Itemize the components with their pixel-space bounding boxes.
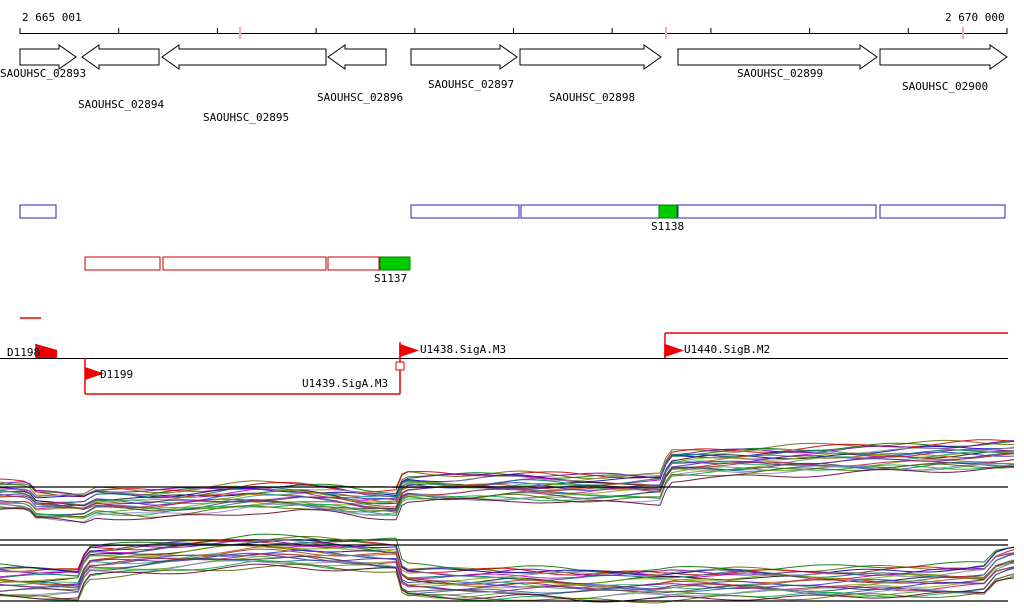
annotation-open-square[interactable] (395, 361, 405, 371)
flag-D1198[interactable] (36, 344, 57, 358)
signal-track-minus-line (0, 560, 1015, 600)
annotation-label-D1198: D1198 (7, 346, 41, 359)
gene-label-SAOUHSC_02895: SAOUHSC_02895 (203, 111, 290, 124)
transcript-box[interactable] (19, 204, 57, 219)
annotation-label-U1438.SigA.M3: U1438.SigA.M3 (420, 343, 507, 356)
transcript-box[interactable] (520, 204, 660, 219)
signal-track-minus-line (0, 542, 1015, 581)
gene-label-SAOUHSC_02897: SAOUHSC_02897 (428, 78, 515, 91)
segment-box-S1138[interactable] (658, 204, 678, 219)
ruler-start-label: 2 665 001 (22, 11, 82, 24)
signal-track-plus-line (0, 464, 1015, 523)
annotation-label-D1199: D1199 (100, 368, 134, 381)
signal-track-minus-line (0, 563, 1015, 603)
flag-U1440.SigB.M2[interactable] (665, 344, 684, 357)
signal-track-minus-line (0, 549, 1015, 590)
signal-track-minus-line (0, 539, 1015, 576)
transcript-box[interactable] (84, 256, 161, 271)
segment-label-S1138: S1138 (651, 220, 685, 233)
signal-track-plus-line (0, 451, 1015, 508)
signal-track-plus-line (0, 452, 1015, 510)
gene-label-SAOUHSC_02893: SAOUHSC_02893 (0, 67, 87, 80)
gene-label-SAOUHSC_02900: SAOUHSC_02900 (902, 80, 989, 93)
signal-track-minus-line (0, 556, 1015, 595)
gene-label-SAOUHSC_02898: SAOUHSC_02898 (549, 91, 636, 104)
signal-track-minus-line (0, 546, 1015, 588)
signal-track-minus-line (0, 553, 1015, 593)
signal-track-plus-line (0, 446, 1015, 499)
transcript-box[interactable] (410, 204, 520, 219)
segment-label-S1137: S1137 (374, 272, 408, 285)
signal-track-plus-line (0, 464, 1015, 519)
gene-arrow-SAOUHSC_02897[interactable] (410, 44, 518, 70)
annotation-label-U1439.SigA.M3: U1439.SigA.M3 (302, 377, 389, 390)
signal-track-minus-line (0, 554, 1015, 590)
gene-arrow-SAOUHSC_02898[interactable] (519, 44, 662, 70)
gene-arrow-SAOUHSC_02893[interactable] (19, 44, 77, 70)
transcript-box[interactable] (327, 256, 380, 271)
signal-track-minus-line (0, 545, 1015, 585)
flag-U1438.SigA.M3[interactable] (400, 344, 419, 357)
annotation-label-U1440.SigB.M2: U1440.SigB.M2 (684, 343, 771, 356)
gene-label-SAOUHSC_02899: SAOUHSC_02899 (737, 67, 824, 80)
transcript-box[interactable] (162, 256, 327, 271)
gene-arrow-SAOUHSC_02896[interactable] (327, 44, 387, 70)
ruler-end-label: 2 670 000 (945, 11, 1005, 24)
transcript-box[interactable] (879, 204, 1006, 219)
gene-arrow-SAOUHSC_02900[interactable] (879, 44, 1008, 70)
gene-label-SAOUHSC_02896: SAOUHSC_02896 (317, 91, 404, 104)
flag-D1199[interactable] (85, 367, 104, 380)
signal-track-minus-line (0, 554, 1015, 591)
transcript-box[interactable] (677, 204, 877, 219)
signal-track-plus-line (0, 465, 1015, 524)
signal-track-minus-line (0, 536, 1015, 576)
gene-arrow-SAOUHSC_02895[interactable] (161, 44, 327, 70)
gene-label-SAOUHSC_02894: SAOUHSC_02894 (78, 98, 165, 111)
gene-arrow-SAOUHSC_02894[interactable] (81, 44, 160, 70)
segment-box-S1137[interactable] (379, 256, 411, 271)
gene-arrow-SAOUHSC_02899[interactable] (677, 44, 878, 70)
signal-track-minus-line (0, 563, 1015, 604)
signal-track-plus-line (0, 451, 1015, 509)
signal-track-minus-line (0, 539, 1015, 578)
